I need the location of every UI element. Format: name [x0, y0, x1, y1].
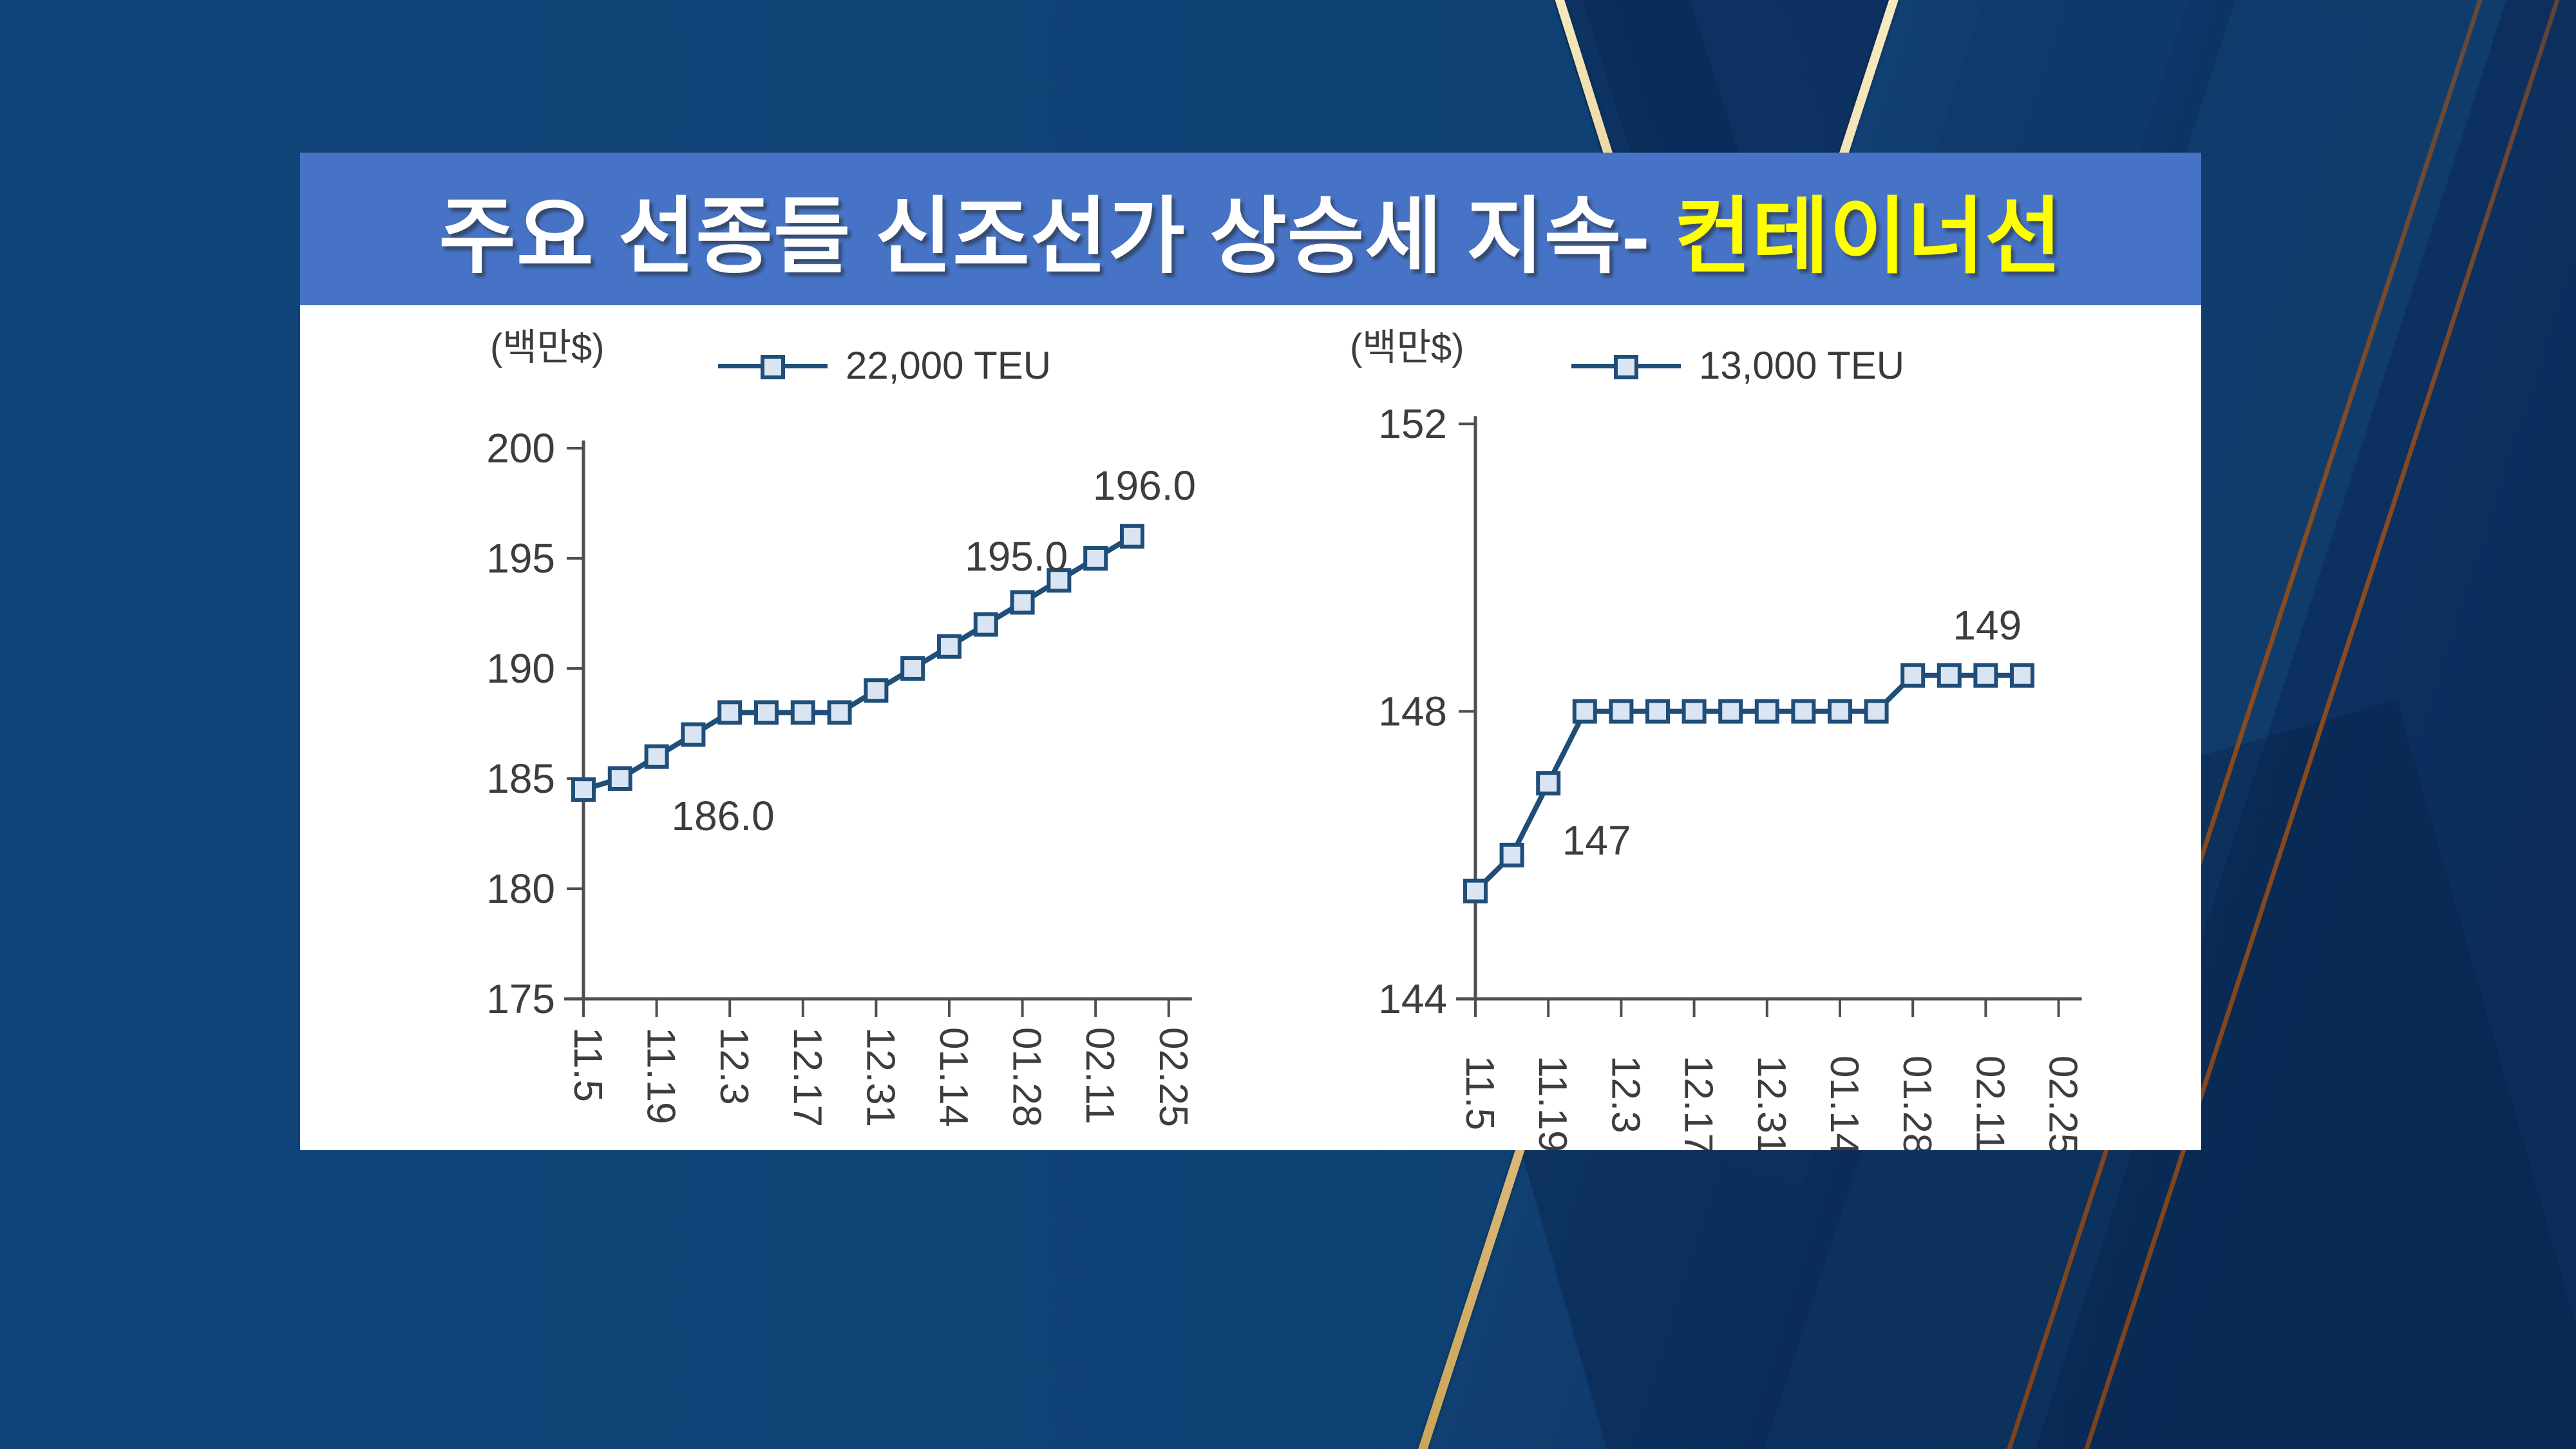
- right-chart-marker: [1864, 699, 1889, 724]
- right-chart-legend: 13,000 TEU: [1571, 343, 1904, 388]
- right-chart-marker: [1937, 663, 1962, 688]
- left-legend-label: 22,000 TEU: [846, 344, 1052, 387]
- left-chart-y-tick-label: 190: [486, 645, 555, 692]
- right-chart-y-tick-label: 152: [1378, 401, 1447, 447]
- right-chart-marker: [1609, 699, 1634, 724]
- left-chart-marker: [681, 722, 706, 747]
- right-chart-marker: [1718, 699, 1743, 724]
- left-chart-marker: [1083, 546, 1108, 571]
- left-chart-x-tick-label: 11.5: [565, 1027, 610, 1102]
- right-chart-marker: [1536, 771, 1561, 796]
- right-chart-marker: [2010, 663, 2034, 688]
- right-chart-data-label: 147: [1562, 817, 1631, 864]
- right-legend-label: 13,000 TEU: [1699, 344, 1905, 387]
- left-chart-marker: [937, 634, 961, 659]
- right-chart-series-line: [1473, 672, 2022, 893]
- right-chart-unit-label: (백만$): [1350, 327, 1464, 368]
- left-chart-x-tick-label: 12.31: [858, 1027, 902, 1127]
- right-chart-marker: [1828, 699, 1852, 724]
- left-legend-marker-icon: [718, 354, 828, 379]
- right-chart-marker: [1754, 699, 1779, 724]
- slide-title-main: 주요 선종들 신조선가 상승세 지속-: [439, 189, 1674, 283]
- right-chart-x-tick-label: 11.5: [1457, 1056, 1502, 1130]
- left-chart-y-tick-label: 175: [486, 976, 555, 1022]
- right-chart-x-tick-label: 12.31: [1749, 1056, 1794, 1150]
- left-chart-marker: [754, 700, 779, 725]
- right-chart-x-tick-label: 11.19: [1530, 1056, 1575, 1150]
- right-chart-marker: [1681, 699, 1707, 724]
- left-chart-unit-label: (백만$): [490, 327, 605, 368]
- right-chart-x-tick-label: 01.14: [1822, 1056, 1866, 1150]
- right-legend-marker-icon: [1571, 354, 1681, 379]
- left-chart-marker: [864, 678, 889, 703]
- left-chart-data-label: 196.0: [1093, 462, 1196, 509]
- left-chart-data-label: 195.0: [965, 533, 1068, 580]
- left-chart-marker: [717, 700, 743, 725]
- left-chart-marker: [1046, 568, 1072, 593]
- right-chart-marker: [1900, 663, 1926, 688]
- right-chart-marker: [1645, 699, 1670, 724]
- left-chart-marker: [973, 612, 998, 637]
- left-chart-marker: [1120, 524, 1144, 549]
- right-chart-x-tick-label: 02.11: [1967, 1056, 2012, 1150]
- left-chart-series-line: [582, 534, 1134, 792]
- left-chart-marker: [571, 777, 596, 802]
- left-chart-y-tick-label: 195: [486, 535, 555, 582]
- left-chart-marker: [644, 744, 669, 769]
- right-chart-marker: [1572, 699, 1597, 724]
- left-chart-y-tick-label: 180: [486, 866, 555, 912]
- left-chart-marker: [1010, 590, 1035, 615]
- content-panel: 주요 선종들 신조선가 상승세 지속- 컨테이너선 (백만$) (백만$) 22…: [300, 153, 2201, 1150]
- right-chart-y-tick-label: 148: [1378, 688, 1447, 735]
- slide-title-highlight: 컨테이너선: [1674, 189, 2063, 283]
- right-chart-x-tick-label: 12.3: [1603, 1056, 1647, 1133]
- left-chart-data-label: 186.0: [672, 793, 775, 839]
- right-chart-marker: [1463, 878, 1488, 904]
- left-chart-marker: [827, 700, 852, 725]
- right-chart-x-tick-label: 01.28: [1895, 1056, 1939, 1150]
- right-chart-x-tick-label: 12.17: [1676, 1056, 1721, 1150]
- right-chart-data-label: 149: [1953, 602, 2022, 649]
- left-chart-y-tick-label: 185: [486, 755, 555, 802]
- left-chart-y-tick-label: 200: [486, 425, 555, 471]
- left-chart-x-tick-label: 02.25: [1151, 1027, 1195, 1127]
- right-chart-x-tick-label: 02.25: [2041, 1056, 2085, 1150]
- right-chart-marker: [1973, 663, 1998, 688]
- charts-canvas: 175 180 185 190 195 200 11.5 11.19 12.3 12.17 12.3…: [486, 401, 2085, 1150]
- right-chart-marker: [1791, 699, 1816, 724]
- title-banner: 주요 선종들 신조선가 상승세 지속- 컨테이너선: [300, 153, 2201, 305]
- left-chart-marker: [607, 766, 632, 791]
- left-chart-x-tick-label: 01.28: [1005, 1027, 1049, 1127]
- slide-title: 주요 선종들 신조선가 상승세 지속- 컨테이너선: [439, 169, 2062, 290]
- right-chart-y-tick-label: 144: [1378, 976, 1447, 1022]
- right-chart-marker: [1499, 842, 1524, 867]
- left-chart-legend: 22,000 TEU: [718, 343, 1051, 388]
- left-chart-marker: [790, 700, 815, 725]
- left-chart-x-tick-label: 11.19: [639, 1027, 683, 1124]
- left-chart-marker: [900, 656, 925, 681]
- left-chart-x-tick-label: 01.14: [931, 1027, 976, 1127]
- left-chart-x-tick-label: 02.11: [1077, 1027, 1122, 1124]
- left-chart-x-tick-label: 12.17: [785, 1027, 829, 1127]
- left-chart-x-tick-label: 12.3: [712, 1027, 756, 1105]
